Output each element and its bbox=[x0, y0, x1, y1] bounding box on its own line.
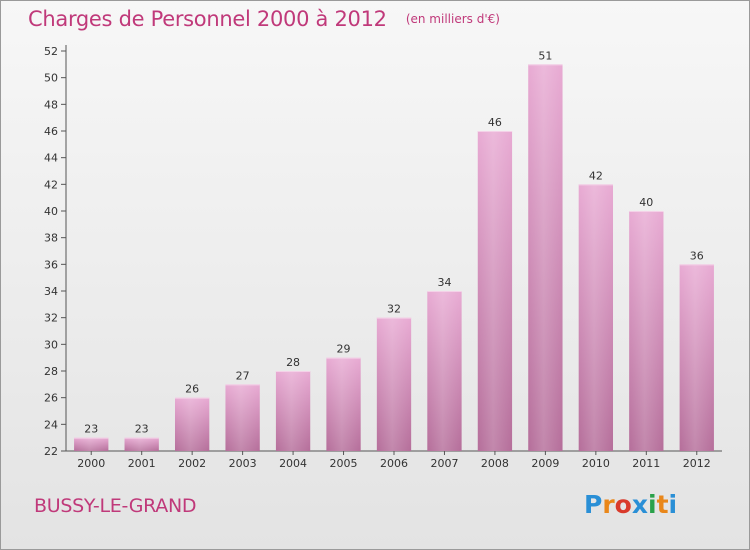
data-label: 32 bbox=[387, 303, 401, 316]
x-tick-label: 2003 bbox=[229, 457, 257, 470]
y-tick-label: 36 bbox=[44, 258, 58, 271]
y-tick-label: 42 bbox=[44, 178, 58, 191]
y-tick-label: 38 bbox=[44, 232, 58, 245]
bar-highlight bbox=[174, 397, 210, 451]
bar-highlight bbox=[679, 264, 714, 451]
chart-title: Charges de Personnel 2000 à 2012 bbox=[28, 7, 387, 31]
x-tick-label: 2005 bbox=[330, 457, 358, 470]
x-tick-label: 2000 bbox=[77, 457, 105, 470]
data-label: 42 bbox=[589, 169, 603, 182]
x-tick-label: 2010 bbox=[582, 457, 610, 470]
data-label: 34 bbox=[437, 276, 451, 289]
logo-letter: i bbox=[648, 490, 657, 519]
data-label: 51 bbox=[538, 49, 552, 62]
y-tick-label: 48 bbox=[44, 98, 58, 111]
bar-highlight bbox=[124, 437, 159, 451]
logo-letter: r bbox=[602, 490, 615, 519]
x-tick-label: 2008 bbox=[481, 457, 509, 470]
bar-highlight bbox=[477, 131, 513, 451]
x-tick-label: 2006 bbox=[380, 457, 408, 470]
logo-letter: P bbox=[584, 490, 603, 519]
proxiti-logo: Proxiti bbox=[584, 490, 677, 519]
data-label: 26 bbox=[185, 383, 199, 396]
bar-highlight bbox=[225, 384, 260, 451]
chart-subtitle: (en milliers d'€) bbox=[405, 12, 500, 26]
bar-highlight bbox=[74, 437, 109, 451]
data-label: 40 bbox=[639, 196, 653, 209]
logo-letter: t bbox=[656, 490, 669, 519]
bar-highlight bbox=[528, 64, 563, 452]
y-tick-label: 40 bbox=[44, 205, 58, 218]
bar-highlight bbox=[629, 211, 664, 451]
logo-letter: x bbox=[631, 490, 648, 519]
x-tick-label: 2001 bbox=[128, 457, 156, 470]
y-tick-label: 44 bbox=[44, 152, 58, 165]
data-label: 46 bbox=[488, 116, 502, 129]
bar-highlight bbox=[275, 371, 311, 451]
y-tick-label: 34 bbox=[44, 285, 58, 298]
y-tick-label: 28 bbox=[44, 365, 58, 378]
y-tick-label: 32 bbox=[44, 312, 58, 325]
y-tick-label: 22 bbox=[44, 445, 58, 458]
y-tick-label: 30 bbox=[44, 338, 58, 351]
x-tick-label: 2011 bbox=[632, 457, 660, 470]
y-tick-label: 26 bbox=[44, 392, 58, 405]
y-tick-label: 24 bbox=[44, 418, 58, 431]
title-row: Charges de Personnel 2000 à 2012 (en mil… bbox=[28, 7, 500, 31]
x-tick-label: 2012 bbox=[683, 457, 711, 470]
logo-letter: i bbox=[668, 490, 678, 519]
data-label: 29 bbox=[337, 343, 351, 356]
y-tick-label: 52 bbox=[44, 45, 58, 58]
bar-highlight bbox=[376, 317, 412, 451]
data-label: 28 bbox=[286, 356, 300, 369]
bar-highlight bbox=[578, 184, 614, 452]
data-label: 23 bbox=[135, 423, 149, 436]
bar-highlight bbox=[427, 291, 462, 451]
y-tick-label: 50 bbox=[44, 72, 58, 85]
data-label: 23 bbox=[84, 423, 98, 436]
y-tick-label: 46 bbox=[44, 125, 58, 138]
x-tick-label: 2004 bbox=[279, 457, 307, 470]
x-tick-label: 2002 bbox=[178, 457, 206, 470]
commune-name: BUSSY-LE-GRAND bbox=[34, 495, 197, 517]
x-tick-label: 2007 bbox=[430, 457, 458, 470]
bar-highlight bbox=[326, 357, 361, 451]
data-label: 27 bbox=[236, 369, 250, 382]
logo-letter: o bbox=[614, 490, 632, 519]
x-tick-label: 2009 bbox=[531, 457, 559, 470]
data-label: 36 bbox=[690, 249, 704, 262]
